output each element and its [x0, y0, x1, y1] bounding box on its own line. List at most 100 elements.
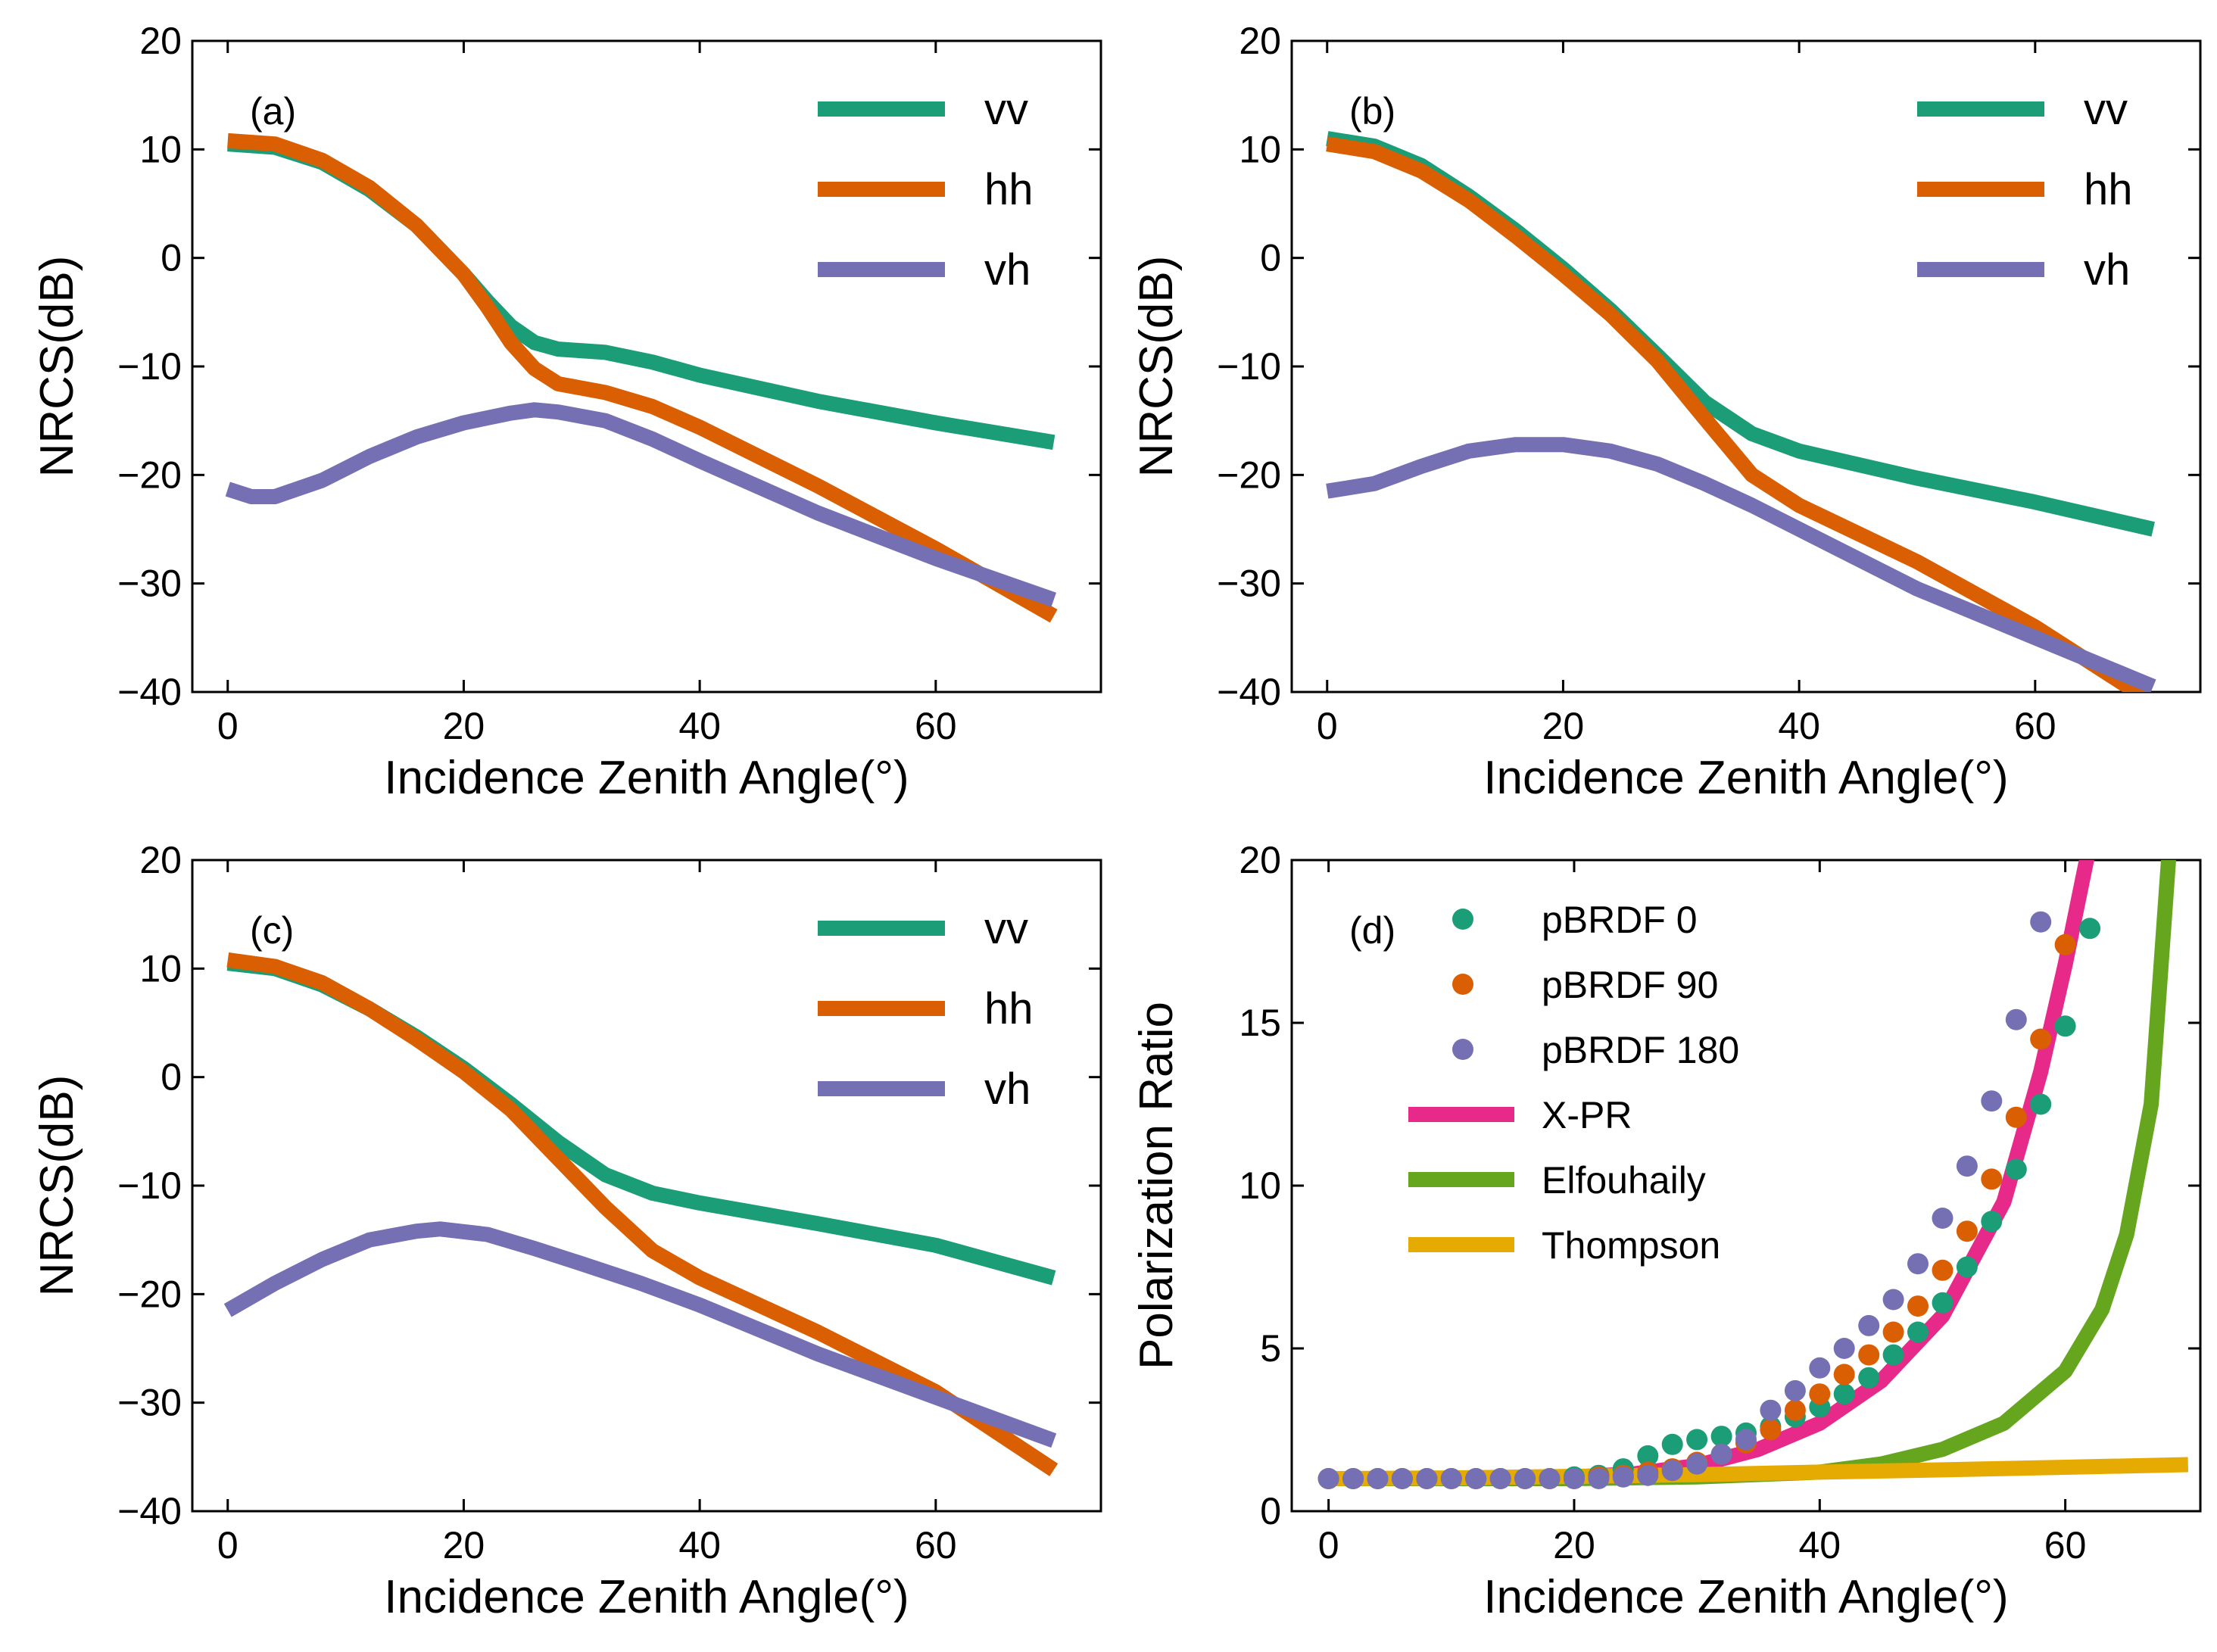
- data-point-pBRDF-180: [1612, 1466, 1634, 1488]
- data-point-pBRDF-180: [1342, 1468, 1364, 1489]
- y-tick-label: 5: [1260, 1327, 1281, 1370]
- data-point-pBRDF-0: [1833, 1383, 1855, 1405]
- y-tick-label: 20: [1239, 839, 1281, 881]
- x-tick-label: 60: [915, 1524, 957, 1566]
- y-tick-label: 10: [1239, 1164, 1281, 1207]
- y-tick-label: −10: [1217, 345, 1281, 388]
- legend-label-vh: vh: [984, 245, 1031, 295]
- plot-area: [225, 132, 1058, 623]
- x-tick-label: 60: [2014, 705, 2056, 747]
- plot-area: [1317, 860, 2189, 1489]
- plot-area: [1326, 131, 2156, 692]
- data-point-pBRDF-90: [1809, 1383, 1831, 1405]
- x-tick-label: 40: [678, 1524, 721, 1566]
- data-point-pBRDF-90: [1833, 1364, 1855, 1385]
- y-tick-label: −10: [117, 1164, 182, 1207]
- y-tick-label: −30: [117, 1382, 182, 1424]
- data-point-pBRDF-0: [1981, 1211, 2003, 1233]
- legend-marker-pBRDF-180: [1452, 1039, 1473, 1060]
- y-tick-label: 0: [161, 1056, 182, 1099]
- legend-label-vv: vv: [2084, 85, 2128, 134]
- legend-marker-pBRDF-90: [1452, 974, 1473, 995]
- data-point-pBRDF-90: [1956, 1220, 1978, 1242]
- data-point-pBRDF-180: [1391, 1468, 1413, 1489]
- data-point-pBRDF-0: [1710, 1426, 1732, 1448]
- data-point-pBRDF-180: [1465, 1468, 1487, 1489]
- legend: vv hh vh: [818, 85, 1034, 295]
- panel-a: 0 20 40 60 −40 −30 −20 −10 0 10 20 Incidence Zenith…: [31, 20, 1102, 804]
- series-line-vh: [225, 402, 1056, 607]
- legend-label-vv: vv: [984, 85, 1028, 134]
- series-line-Elfouhaily: [1328, 860, 2177, 1486]
- legend-label-vv: vv: [984, 904, 1028, 953]
- data-point-pBRDF-0: [1882, 1344, 1904, 1366]
- data-point-pBRDF-180: [1809, 1357, 1831, 1379]
- x-tick-label: 60: [915, 705, 957, 747]
- y-axis-label: NRCS(dB): [31, 1075, 83, 1297]
- y-axis-label: NRCS(dB): [31, 256, 83, 478]
- x-tick-label: 40: [678, 705, 721, 747]
- y-tick-label: 20: [139, 839, 182, 881]
- data-point-pBRDF-90: [1932, 1259, 1954, 1281]
- y-tick-label: −20: [1217, 454, 1281, 496]
- panel-c: 0 20 40 60 −40 −30 −20 −10 0 10 20 Incidence Zenith…: [31, 839, 1102, 1623]
- x-tick-label: 40: [1798, 1524, 1841, 1566]
- data-point-pBRDF-180: [1932, 1208, 1954, 1229]
- data-point-pBRDF-180: [1489, 1468, 1511, 1489]
- y-tick-label: 0: [161, 237, 182, 279]
- data-point-pBRDF-0: [1637, 1445, 1659, 1467]
- data-point-pBRDF-180: [1981, 1090, 2003, 1112]
- x-tick-label: 20: [1542, 705, 1585, 747]
- panel-label: (a): [250, 90, 296, 132]
- x-axis-label: Incidence Zenith Angle(°): [1483, 1571, 2008, 1623]
- data-point-pBRDF-90: [1907, 1295, 1929, 1317]
- y-tick-label: −10: [117, 345, 182, 388]
- data-point-pBRDF-90: [1858, 1344, 1880, 1366]
- data-point-pBRDF-0: [1661, 1433, 1683, 1455]
- panel-b: 0 20 40 60 −40 −30 −20 −10 0 10 20 Incidence Zenith…: [1130, 20, 2202, 804]
- series-line-vh: [223, 1221, 1057, 1448]
- y-tick-label: 0: [1260, 1490, 1281, 1532]
- y-tick-label: −20: [117, 1273, 182, 1315]
- series-line-hh: [1326, 136, 2150, 692]
- data-point-pBRDF-180: [1539, 1468, 1561, 1489]
- data-point-pBRDF-180: [1661, 1460, 1683, 1482]
- legend-marker-pBRDF-0: [1452, 909, 1473, 930]
- data-point-pBRDF-180: [1564, 1468, 1585, 1489]
- data-point-pBRDF-180: [1588, 1468, 1610, 1489]
- x-tick-label: 0: [217, 705, 239, 747]
- data-point-pBRDF-90: [2030, 1028, 2052, 1050]
- x-tick-label: 20: [1553, 1524, 1595, 1566]
- x-tick-label: 20: [443, 1524, 485, 1566]
- data-point-pBRDF-180: [2005, 1008, 2027, 1030]
- x-tick-label: 0: [217, 1524, 239, 1566]
- y-tick-label: 15: [1239, 1002, 1281, 1044]
- legend-label: pBRDF 90: [1542, 964, 1718, 1006]
- legend-label: pBRDF 180: [1542, 1029, 1739, 1071]
- data-point-pBRDF-90: [1784, 1399, 1806, 1421]
- panel-d: 0 20 40 60 0 5 10 15 20 Incidence Zenith Angle(°)…: [1130, 839, 2202, 1623]
- series-line-vh: [1326, 437, 2156, 692]
- y-tick-label: −30: [1217, 563, 1281, 605]
- data-point-pBRDF-180: [1637, 1464, 1659, 1486]
- legend-label-vh: vh: [2084, 245, 2130, 295]
- x-tick-label: 20: [443, 705, 485, 747]
- data-point-pBRDF-90: [2005, 1106, 2027, 1128]
- data-point-pBRDF-180: [1317, 1468, 1339, 1489]
- data-point-pBRDF-0: [1932, 1292, 1954, 1314]
- y-tick-label: −20: [117, 454, 182, 496]
- y-tick-label: −40: [1217, 671, 1281, 713]
- legend: vv hh vh: [1917, 85, 2133, 295]
- data-point-pBRDF-180: [1956, 1155, 1978, 1177]
- data-point-pBRDF-180: [1514, 1468, 1536, 1489]
- data-point-pBRDF-90: [1882, 1321, 1904, 1343]
- y-tick-label: 0: [1260, 237, 1281, 279]
- data-point-pBRDF-180: [2030, 911, 2052, 933]
- y-tick-label: −40: [117, 671, 182, 713]
- legend-label: X-PR: [1542, 1094, 1632, 1136]
- y-axis-label: Polarization Ratio: [1130, 1002, 1183, 1370]
- x-tick-label: 40: [1778, 705, 1820, 747]
- data-point-pBRDF-180: [1735, 1429, 1757, 1451]
- data-point-pBRDF-180: [1907, 1253, 1929, 1275]
